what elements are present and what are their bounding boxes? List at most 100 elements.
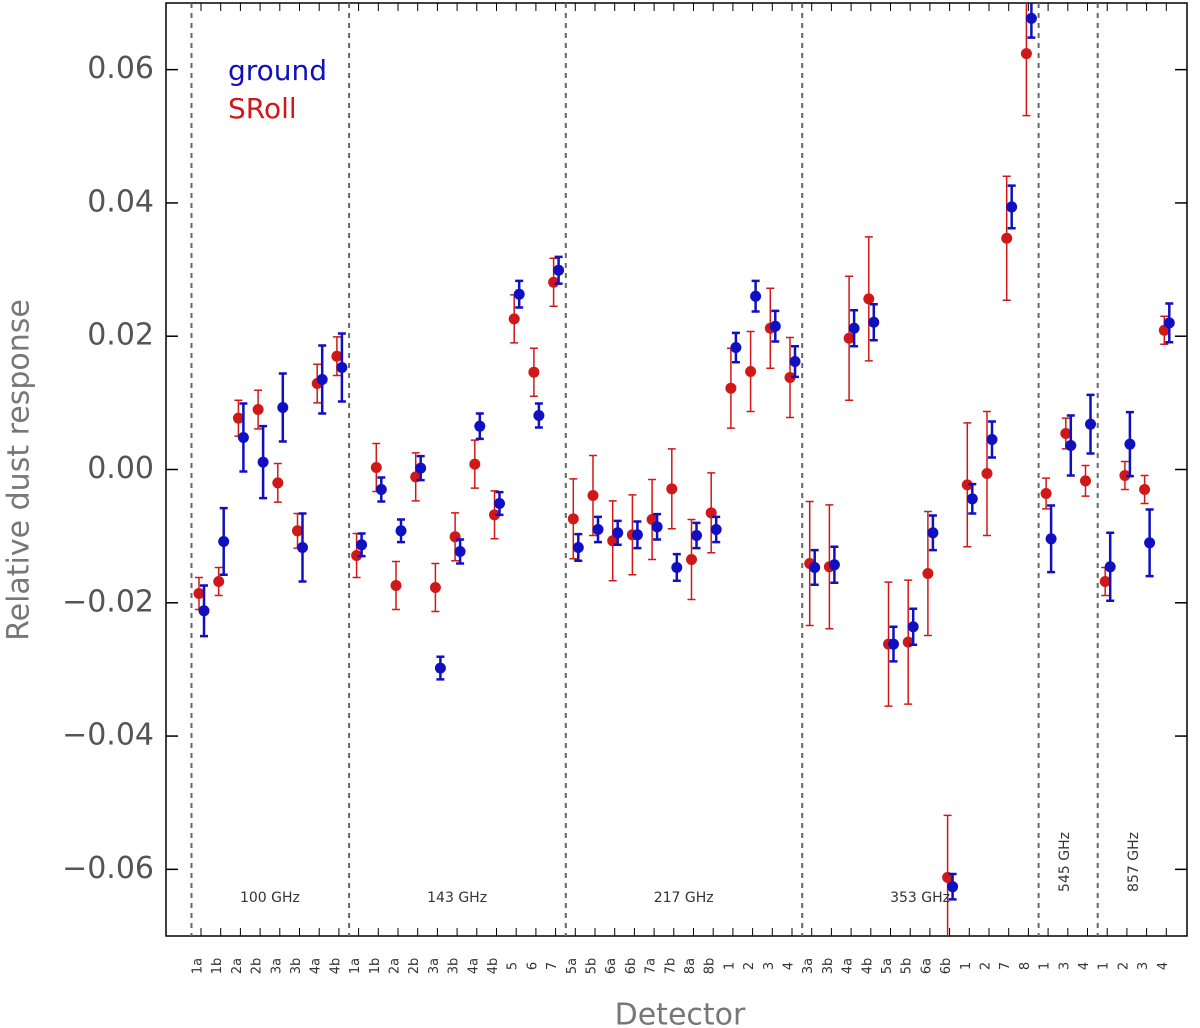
point (843, 332, 855, 344)
legend-entry: ground (228, 54, 327, 87)
x-tick-label: 1 (722, 962, 737, 970)
point (592, 523, 604, 535)
point (434, 662, 446, 674)
point (730, 342, 742, 354)
point (612, 527, 624, 539)
y-axis-title: Relative dust response (2, 299, 37, 641)
x-axis-title: Detector (615, 998, 746, 1028)
x-tick-label: 8 (1018, 962, 1033, 970)
point (513, 288, 525, 300)
x-tick-label: 5a (880, 958, 895, 974)
x-tick-label: 6a (919, 958, 934, 974)
point (587, 489, 599, 501)
x-tick-label: 6b (939, 958, 954, 975)
y-tick-label: 0.04 (87, 184, 154, 219)
group-label: 217 GHz (654, 890, 714, 906)
point (888, 638, 899, 650)
x-tick-label: 8a (683, 958, 698, 974)
x-tick-label: 2 (742, 962, 757, 970)
point (1099, 575, 1111, 587)
point (789, 356, 801, 368)
x-tick-label: 5b (585, 958, 600, 975)
point (922, 567, 934, 579)
group-label: 857 GHz (1126, 832, 1142, 892)
point (375, 483, 387, 495)
x-tick-label: 4a (841, 958, 856, 974)
x-tick-label: 1 (1038, 962, 1053, 970)
point (1060, 428, 1072, 440)
point (631, 529, 643, 541)
x-tick-label: 1a (191, 958, 206, 974)
y-tick-label: −0.06 (62, 851, 154, 886)
point (1020, 48, 1032, 60)
point (429, 581, 441, 593)
group-label: 143 GHz (427, 890, 487, 906)
point (809, 561, 821, 573)
plot-frame (165, 2, 1188, 937)
point (1163, 317, 1175, 329)
point (745, 366, 757, 378)
point (725, 382, 737, 394)
point (1045, 533, 1057, 545)
x-tick-label: 8b (703, 958, 718, 975)
group-label: 545 GHz (1057, 832, 1073, 892)
x-tick-label: 3b (821, 958, 836, 975)
point (257, 456, 269, 468)
x-tick-label: 1a (348, 958, 363, 974)
x-tick-label: 3a (427, 958, 442, 974)
x-tick-label: 3b (447, 958, 462, 975)
x-tick-label: 3a (801, 958, 816, 974)
point (1119, 469, 1131, 481)
point (651, 521, 663, 533)
point (508, 313, 520, 325)
x-tick-label: 1b (368, 958, 383, 975)
x-tick-label: 4b (486, 958, 501, 975)
point (1144, 537, 1156, 549)
x-tick-label: 1b (210, 958, 225, 975)
x-tick-label: 4 (1077, 962, 1092, 970)
point (370, 462, 382, 474)
point (213, 575, 225, 587)
point (494, 497, 505, 509)
y-tick-label: 0.00 (87, 451, 154, 486)
point (1080, 475, 1091, 487)
point (193, 587, 205, 599)
point (454, 545, 466, 557)
point (1001, 232, 1013, 244)
point (489, 509, 500, 521)
point (336, 362, 348, 374)
y-tick-label: 0.02 (87, 318, 154, 353)
point (666, 483, 678, 495)
point (686, 553, 697, 565)
point (297, 541, 308, 553)
point (528, 366, 540, 378)
point (750, 290, 762, 302)
point (784, 372, 796, 384)
point (198, 605, 210, 617)
point (395, 525, 407, 537)
point (1124, 438, 1136, 450)
x-tick-label: 2 (979, 962, 994, 970)
point (1040, 487, 1052, 499)
point (331, 350, 343, 362)
x-tick-label: 4 (1156, 962, 1171, 970)
point (292, 525, 303, 537)
x-tick-label: 3a (269, 958, 284, 974)
x-tick-label: 7b (663, 958, 678, 975)
y-tick-label: −0.02 (62, 584, 154, 619)
point (533, 410, 545, 422)
point (691, 529, 702, 541)
point (390, 579, 402, 591)
x-tick-label: 7 (545, 962, 560, 970)
point (981, 467, 993, 479)
x-tick-label: 2 (1116, 962, 1131, 970)
point (1065, 440, 1077, 452)
y-tick-label: −0.04 (62, 718, 154, 753)
point (927, 527, 939, 539)
plot-data (193, 3, 1175, 936)
x-tick-label: 1 (1097, 962, 1112, 970)
x-tick-label: 2a (388, 958, 403, 974)
group-label: 100 GHz (240, 890, 300, 906)
x-tick-label: 6a (604, 958, 619, 974)
point (907, 621, 919, 633)
